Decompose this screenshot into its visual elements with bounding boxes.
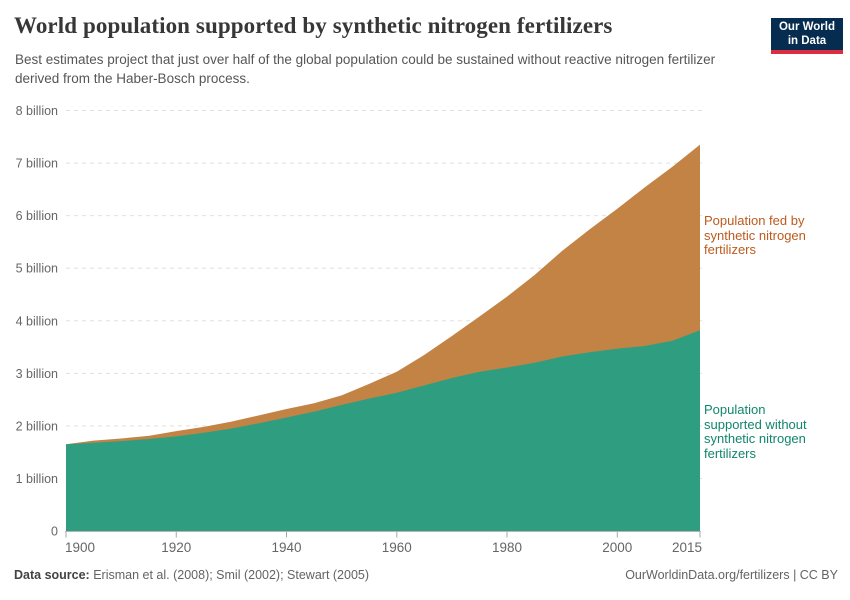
logo-line-1: Our World bbox=[778, 21, 835, 33]
svg-text:0: 0 bbox=[51, 525, 58, 539]
svg-text:2015: 2015 bbox=[672, 540, 702, 555]
svg-text:5 billion: 5 billion bbox=[16, 262, 58, 276]
svg-text:1960: 1960 bbox=[382, 540, 412, 555]
svg-text:8 billion: 8 billion bbox=[16, 104, 58, 118]
svg-text:4 billion: 4 billion bbox=[16, 314, 58, 328]
svg-text:3 billion: 3 billion bbox=[16, 367, 58, 381]
svg-text:1900: 1900 bbox=[65, 540, 95, 555]
owid-logo[interactable]: Our World in Data bbox=[771, 18, 843, 55]
page-title: World population supported by synthetic … bbox=[14, 13, 613, 38]
svg-text:1980: 1980 bbox=[492, 540, 522, 555]
series-label-fed-by-fertilizers: Population fed by synthetic nitrogen fer… bbox=[704, 213, 806, 258]
logo-line-2: in Data bbox=[787, 34, 827, 47]
svg-text:7 billion: 7 billion bbox=[16, 157, 58, 171]
svg-text:1940: 1940 bbox=[271, 540, 301, 555]
svg-text:1 billion: 1 billion bbox=[16, 472, 58, 486]
svg-text:2 billion: 2 billion bbox=[16, 419, 58, 433]
svg-text:2000: 2000 bbox=[602, 540, 632, 555]
credit-link[interactable]: OurWorldinData.org/fertilizers | CC BY bbox=[625, 568, 838, 582]
svg-text:1920: 1920 bbox=[161, 540, 191, 555]
data-source-label: Data source: bbox=[14, 568, 90, 582]
data-source: Data source: Erisman et al. (2008); Smil… bbox=[14, 568, 369, 582]
series-label-without-fertilizers: Population supported without synthetic n… bbox=[704, 402, 807, 462]
chart-subtitle: Best estimates project that just over ha… bbox=[15, 52, 716, 86]
data-source-text: Erisman et al. (2008); Smil (2002); Stew… bbox=[93, 568, 370, 582]
svg-text:6 billion: 6 billion bbox=[16, 209, 58, 223]
